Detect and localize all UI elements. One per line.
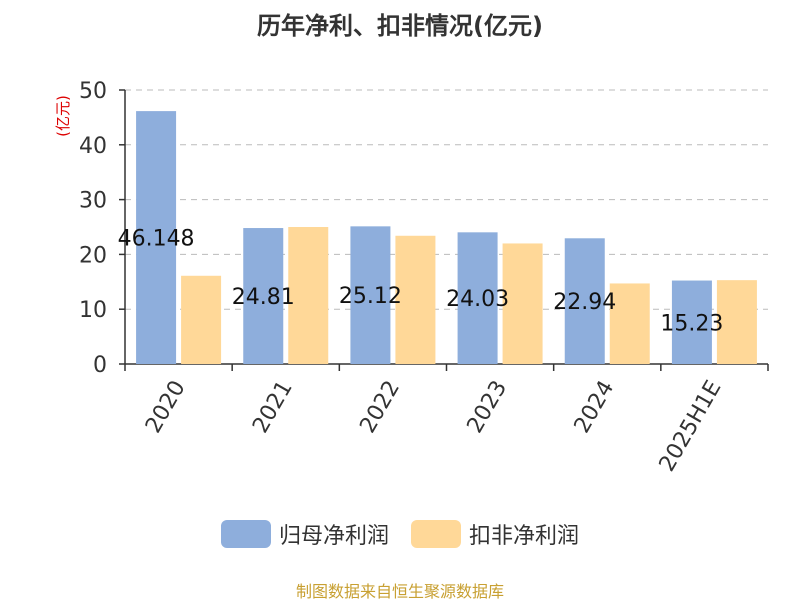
y-tick-label: 10 xyxy=(79,298,107,323)
legend-swatch-deducted-profit xyxy=(411,520,461,548)
x-tick-label: 2021 xyxy=(248,377,298,438)
x-tick-label: 2022 xyxy=(355,377,405,438)
data-label: 15.23 xyxy=(660,311,723,336)
data-source-note: 制图数据来自恒生聚源数据库 xyxy=(0,578,800,602)
x-tick-label: 2024 xyxy=(570,377,620,438)
y-tick-label: 40 xyxy=(79,134,107,159)
data-label: 25.12 xyxy=(339,284,402,309)
bar-deducted-profit xyxy=(181,276,221,364)
y-tick-label: 20 xyxy=(79,243,107,268)
legend: 归母净利润 扣非净利润 xyxy=(0,518,800,550)
y-tick-label: 0 xyxy=(93,353,107,378)
legend-swatch-net-profit xyxy=(221,520,271,548)
y-tick-label: 50 xyxy=(79,79,107,104)
data-label: 46.148 xyxy=(118,227,195,252)
legend-item-deducted-profit[interactable]: 扣非净利润 xyxy=(411,518,579,550)
x-tick-label: 2020 xyxy=(141,377,191,438)
legend-label-deducted-profit: 扣非净利润 xyxy=(469,518,579,550)
x-tick-label: 2023 xyxy=(463,377,513,438)
legend-item-net-profit[interactable]: 归母净利润 xyxy=(221,518,389,550)
legend-label-net-profit: 归母净利润 xyxy=(279,518,389,550)
data-label: 22.94 xyxy=(553,290,616,315)
y-axis-label: (亿元) xyxy=(54,95,72,137)
data-label: 24.03 xyxy=(446,287,509,312)
y-tick-label: 30 xyxy=(79,189,107,214)
data-label: 24.81 xyxy=(232,285,295,310)
x-tick-label: 2025H1E xyxy=(655,377,727,476)
